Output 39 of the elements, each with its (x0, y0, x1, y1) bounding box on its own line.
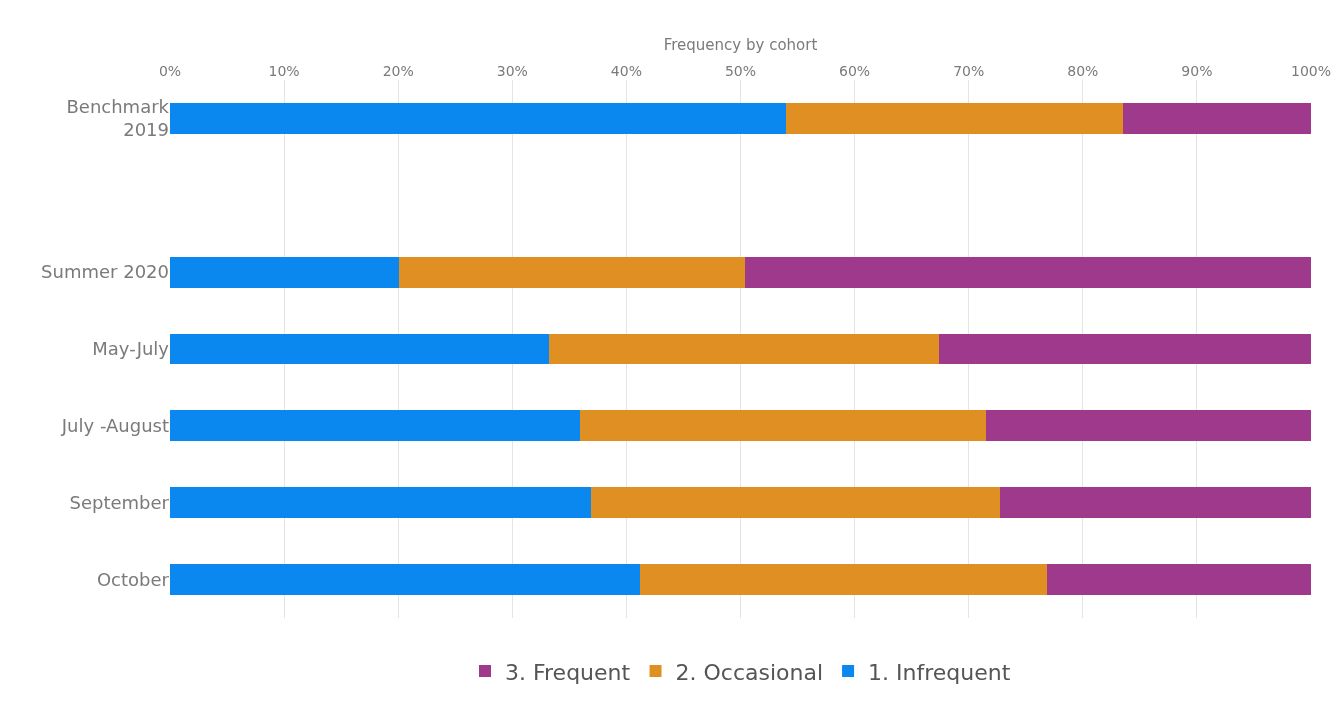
x-tick-label: 100% (1290, 63, 1332, 80)
bar (999, 487, 1311, 519)
legend-label: 2. Occasional (675, 659, 824, 685)
bar (985, 410, 1311, 442)
bar (939, 333, 1311, 365)
bar (1047, 564, 1311, 595)
x-tick-label: 70% (953, 63, 985, 80)
bar (170, 487, 592, 519)
y-tick-label: July -August (60, 415, 169, 437)
bar (640, 564, 1048, 595)
x-tick-label: 80% (1067, 63, 1099, 80)
x-tick-label: 0% (158, 63, 182, 80)
bar (1122, 103, 1311, 134)
bar (591, 487, 1000, 519)
bar (786, 103, 1123, 134)
bar (170, 256, 400, 288)
legend-label: 1. Infrequent (868, 659, 1011, 685)
y-tick-label: Summer 2020 (41, 261, 169, 283)
bar (579, 410, 986, 442)
x-tick-label: 10% (268, 63, 300, 80)
bar (399, 256, 746, 288)
x-tick-label: 40% (610, 63, 642, 80)
x-axis-title: Frequency by cohort (663, 36, 818, 55)
bar (745, 256, 1311, 288)
y-tick-label: September (69, 492, 170, 514)
x-tick-label: 30% (496, 63, 528, 80)
y-tick-label: October (96, 568, 170, 590)
bar (170, 333, 549, 365)
bar (170, 564, 641, 595)
x-tick-label: 90% (1181, 63, 1213, 80)
bar (548, 333, 940, 365)
x-tick-label: 20% (382, 63, 414, 80)
y-tick-label: Benchmark 2019 (66, 96, 170, 141)
x-tick-label: 50% (724, 63, 757, 80)
bar (170, 410, 580, 442)
bar (170, 103, 787, 134)
legend-label: 3. Frequent (505, 659, 631, 685)
y-tick-label: May-July (92, 338, 170, 360)
x-tick-label: 60% (839, 63, 871, 80)
